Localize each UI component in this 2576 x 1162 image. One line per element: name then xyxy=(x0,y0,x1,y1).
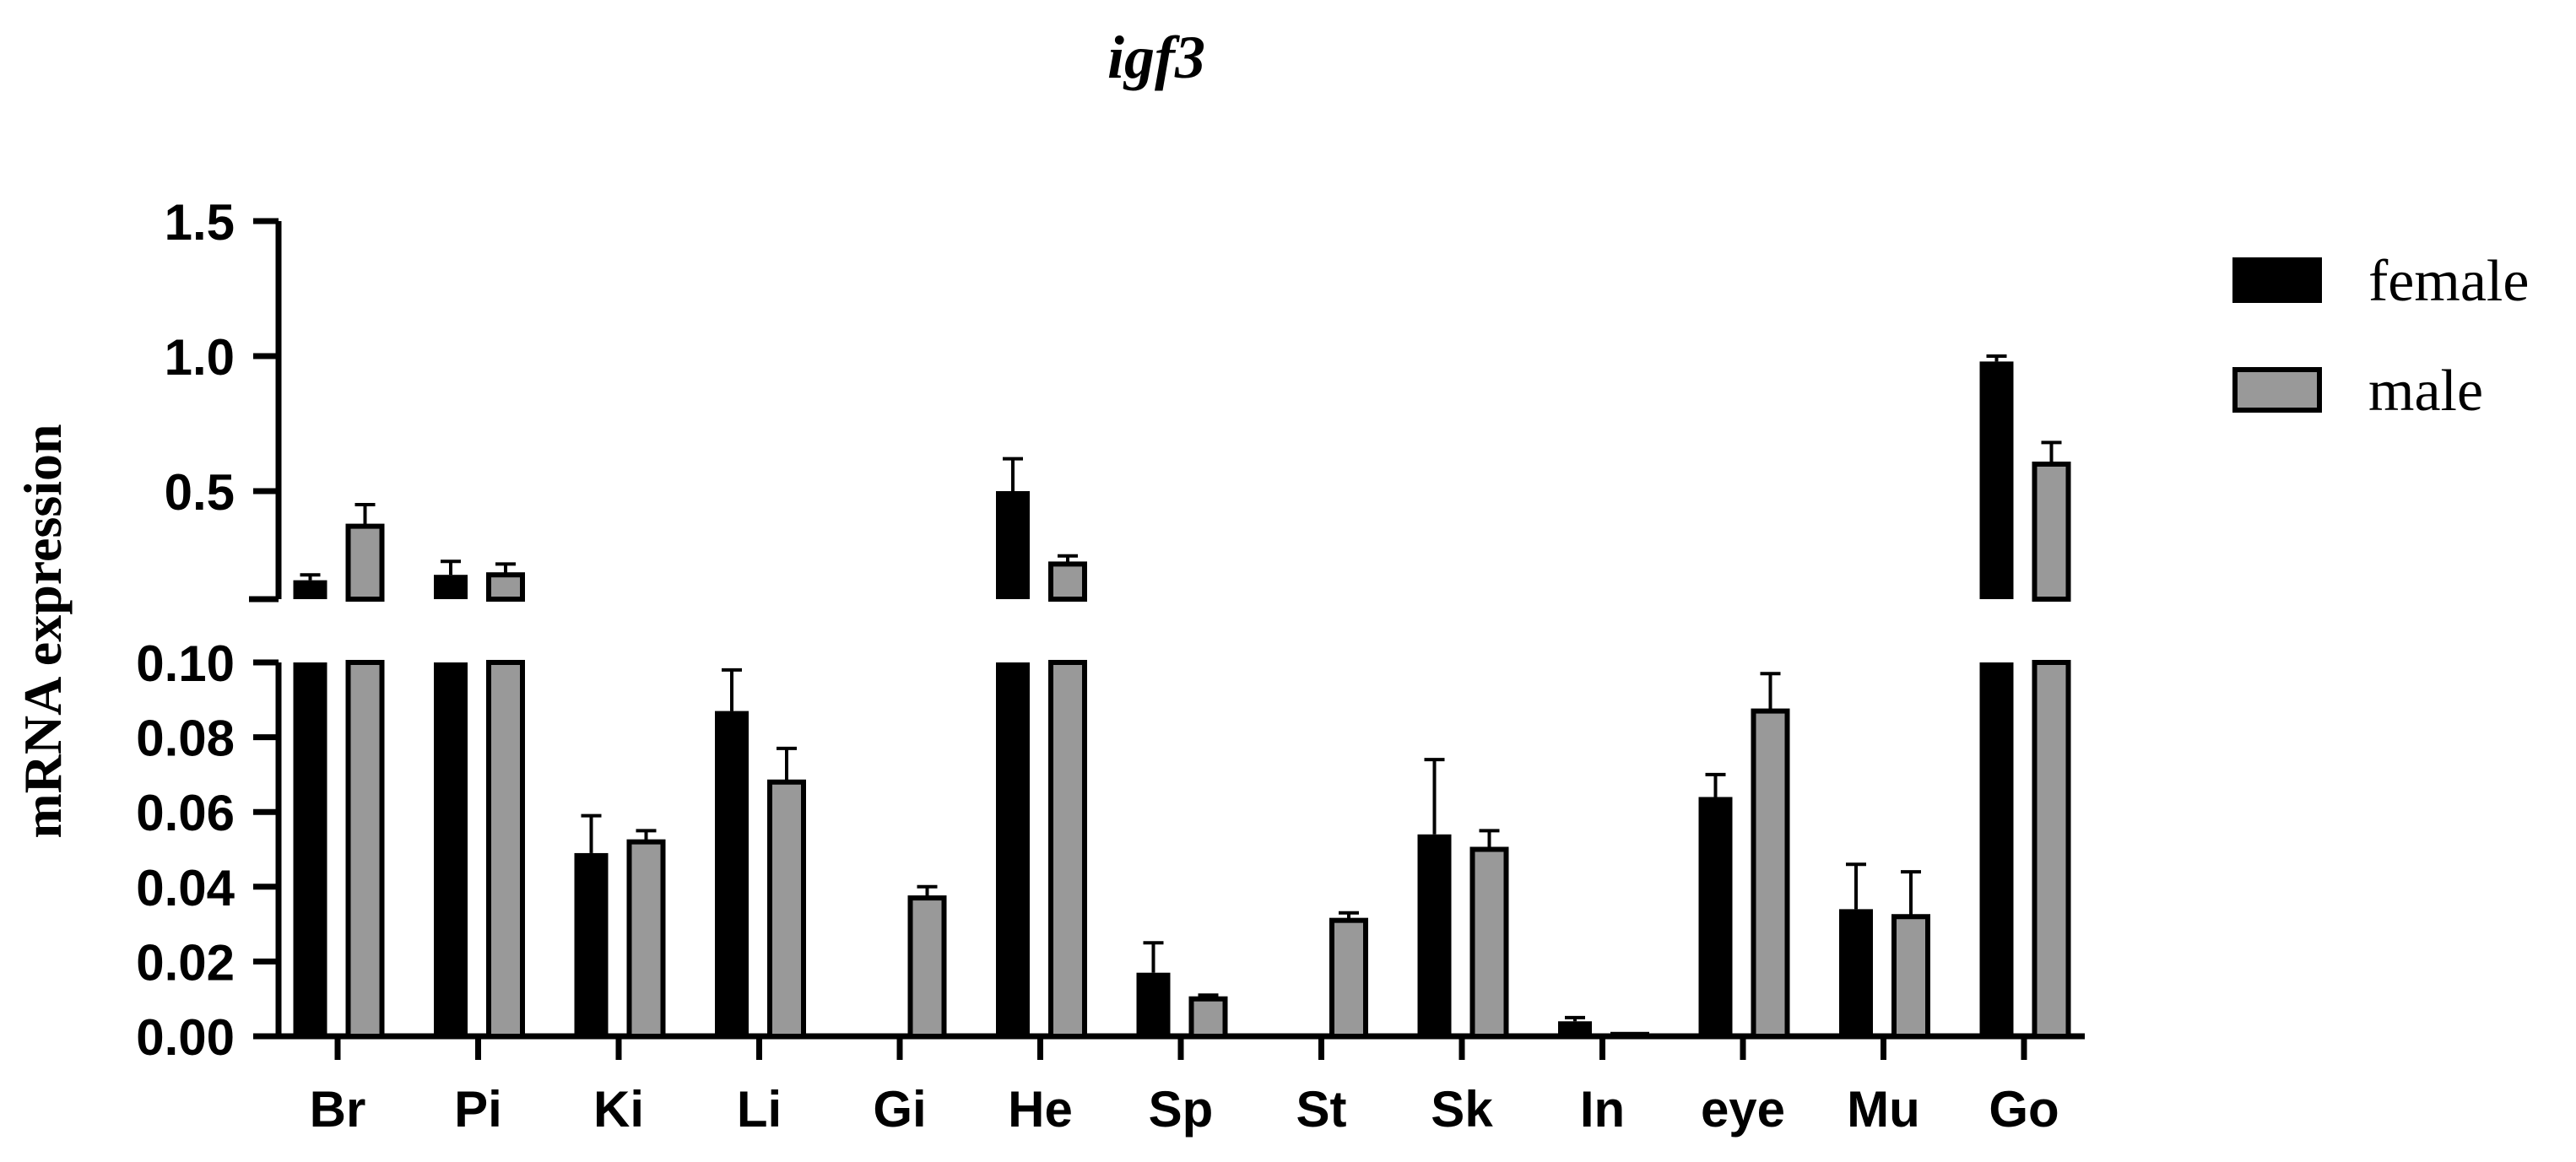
y-tick-label: 0.06 xyxy=(136,785,235,841)
bar-rect xyxy=(1048,561,1087,603)
bar-male-eye xyxy=(1751,672,1790,1040)
y-tick-label: 1.5 xyxy=(165,194,235,251)
x-tick-label-Sp: Sp xyxy=(1149,1081,1214,1138)
y-axis-label: mRNA expression xyxy=(13,424,73,838)
bar-rect xyxy=(996,662,1030,1036)
bar-female-eye xyxy=(1698,772,1733,1036)
x-tick-label-He: He xyxy=(1008,1081,1073,1138)
legend: female male xyxy=(2232,249,2529,424)
bar-female-Sp xyxy=(1136,941,1171,1036)
bar-rect xyxy=(2032,462,2071,602)
bar-rect xyxy=(434,575,468,599)
bar-rect xyxy=(574,852,609,1036)
x-tick-label-Pi: Pi xyxy=(454,1081,502,1138)
bar-female-Pi xyxy=(434,559,468,1036)
x-tick-label-In: In xyxy=(1580,1081,1625,1138)
x-tick-label-Li: Li xyxy=(737,1081,782,1138)
bar-rect xyxy=(626,839,666,1040)
x-tick-label-St: St xyxy=(1296,1081,1347,1138)
bar-rect xyxy=(996,491,1030,599)
bar-rect xyxy=(1136,972,1171,1036)
bar-female-Li xyxy=(715,667,749,1036)
legend-swatch-male xyxy=(2232,367,2322,413)
bar-male-Go xyxy=(2032,440,2071,1039)
bar-male-Sp xyxy=(1188,993,1228,1039)
x-tick-label-Br: Br xyxy=(310,1081,366,1138)
chart-title: igf3 xyxy=(1107,24,1205,91)
y-tick-label: 0.08 xyxy=(136,711,235,767)
bar-male-He xyxy=(1048,554,1087,1039)
bar-female-In xyxy=(1558,1015,1592,1036)
bar-rect xyxy=(2032,660,2071,1039)
tick-labels: 0.00 0.02 0.04 0.06 0.08 0.10 0.5 1.0 1.5 xyxy=(136,194,2027,1066)
bar-rect xyxy=(1048,660,1087,1039)
bar-rect xyxy=(1839,909,1873,1036)
bar-rect xyxy=(293,580,327,599)
bar-male-Li xyxy=(767,746,806,1039)
bars xyxy=(293,354,2071,1040)
x-tick-labels: Br Pi Ki Li Gi He Sp St Sk In eye Mu Go xyxy=(310,1081,2059,1138)
bar-male-Mu xyxy=(1891,870,1930,1039)
bar-female-He xyxy=(996,457,1030,1036)
y-tick-label: 0.04 xyxy=(136,860,235,916)
bar-rect xyxy=(1891,914,1930,1039)
bar-rect xyxy=(1558,1021,1592,1036)
legend-label-female: female xyxy=(2368,249,2529,314)
x-tick-label-Sk: Sk xyxy=(1431,1081,1493,1138)
bar-rect xyxy=(1979,662,2014,1036)
bar-rect xyxy=(345,523,385,602)
bar-rect xyxy=(1698,797,1733,1036)
x-tick-label-Gi: Gi xyxy=(873,1081,926,1138)
bar-rect xyxy=(1469,846,1509,1039)
bar-male-Pi xyxy=(486,562,525,1039)
bar-rect xyxy=(715,711,749,1036)
bar-rect xyxy=(486,572,525,603)
bar-female-Go xyxy=(1979,354,2014,1036)
bar-rect xyxy=(1979,361,2014,599)
bar-female-Mu xyxy=(1839,862,1873,1036)
bar-rect xyxy=(1188,996,1228,1039)
bar-rect xyxy=(1610,1031,1649,1040)
bar-male-Gi xyxy=(907,884,947,1039)
bar-rect xyxy=(767,779,806,1039)
y-tick-label: 1.0 xyxy=(165,329,235,386)
y-tick-label: 0.5 xyxy=(165,464,235,521)
bar-male-St xyxy=(1329,911,1368,1040)
bar-rect xyxy=(1417,834,1452,1036)
legend-label-male: male xyxy=(2368,359,2483,424)
bar-rect xyxy=(345,660,385,1039)
y-tick-label: 0.10 xyxy=(136,635,235,692)
bar-female-Sk xyxy=(1417,758,1452,1036)
bar-rect xyxy=(907,895,947,1039)
bar-rect xyxy=(1751,708,1790,1040)
bar-male-Sk xyxy=(1469,829,1509,1039)
x-tick-label-Go: Go xyxy=(1989,1081,2059,1138)
bar-male-Br xyxy=(345,503,385,1039)
x-tick-label-eye: eye xyxy=(1701,1081,1785,1138)
x-tick-label-Mu: Mu xyxy=(1847,1081,1920,1138)
y-tick-label: 0.02 xyxy=(136,934,235,991)
bar-rect xyxy=(434,662,468,1036)
bar-male-Ki xyxy=(626,829,666,1040)
y-tick-label: 0.00 xyxy=(136,1009,235,1066)
legend-swatch-female xyxy=(2232,257,2322,303)
bar-male-In xyxy=(1610,1031,1649,1040)
x-tick-label-Ki: Ki xyxy=(593,1081,644,1138)
bar-rect xyxy=(486,660,525,1039)
bar-rect xyxy=(293,662,327,1036)
bar-rect xyxy=(1329,917,1368,1040)
bar-female-Ki xyxy=(574,813,609,1036)
bar-female-Br xyxy=(293,573,327,1036)
